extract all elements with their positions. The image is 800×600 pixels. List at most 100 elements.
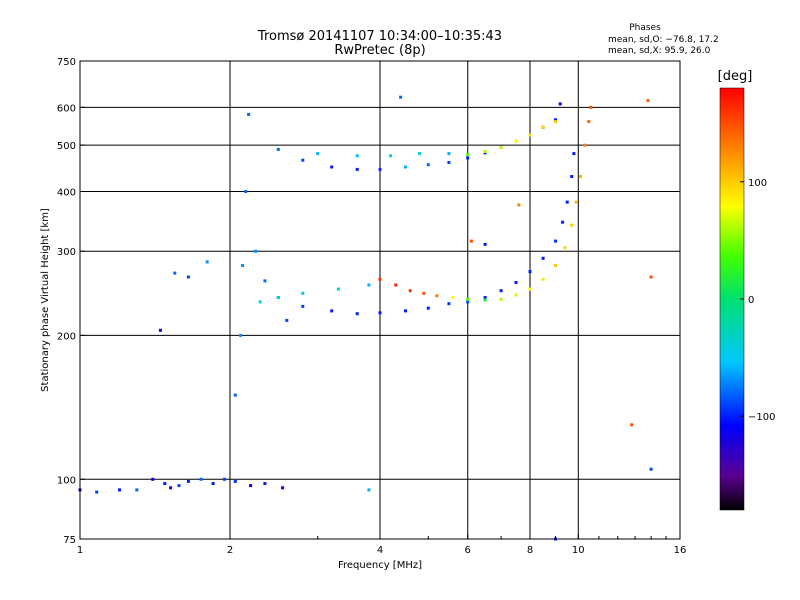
data-point [408,289,412,293]
data-point [404,165,407,169]
x-tick-label: 16 [674,545,687,556]
chart-subtitle: RwPretec (8p) [334,43,425,58]
data-point [649,275,653,279]
data-point [466,300,470,304]
data-point [233,393,237,397]
data-point [572,152,576,156]
data-point [211,482,215,485]
trace-f-region-multihop-x [316,120,557,158]
data-point [528,270,532,274]
data-point [514,293,518,297]
data-point [367,283,371,287]
data-point [483,296,487,299]
data-point [118,488,121,492]
data-point [578,175,582,178]
data-point [223,477,226,481]
data-point [151,477,155,481]
data-point [330,309,334,313]
data-point [583,143,587,147]
data-point [254,249,257,253]
data-point [173,271,177,275]
data-point [378,311,382,315]
data-point [378,277,382,281]
data-point [301,304,305,308]
data-point [177,484,181,488]
trace-f-region-x-lower [258,105,593,304]
trace-e-region [78,477,285,494]
data-point [466,297,470,301]
data-point [451,296,455,299]
data-point [499,297,503,301]
data-point [589,105,593,109]
data-point [447,161,451,164]
y-tick-label: 500 [57,141,76,152]
data-point [163,482,167,485]
data-point [514,281,518,284]
x-axis-label: Frequency [MHz] [338,560,422,571]
data-point [469,239,473,243]
colorbar-ticks: 100 0 −100 [740,178,775,423]
data-point [499,145,503,149]
data-point [281,486,285,490]
y-tick-label: 200 [57,331,76,342]
data-point [528,287,532,291]
data-point [554,120,557,124]
data-point [483,298,487,302]
colorbar-tick-label: −100 [748,412,775,423]
data-point [301,158,305,162]
data-point [394,283,398,287]
data-point [186,275,190,279]
colorbar-tick-label: 0 [748,295,754,306]
data-point [422,291,426,295]
y-tick-label: 100 [57,475,76,486]
data-point [499,289,503,293]
data-point [135,488,139,492]
plot-points [78,95,653,541]
data-point [301,291,305,295]
x-axis-ticks: 1 2 4 6 8 10 16 [77,534,687,556]
data-point [258,300,262,304]
data-point [247,112,251,116]
data-point [561,220,565,224]
x-tick-label: 10 [572,545,585,556]
data-point [570,223,574,227]
data-point [418,152,421,156]
y-axis-ticks: 75 100 200 300 400 500 600 750 [57,57,85,546]
data-point [435,294,439,298]
phase-info-line-o: mean, sd,O: −76.8, 17.2 [608,35,719,45]
x-tick-label: 2 [227,545,233,556]
data-point [205,260,209,264]
data-point [276,296,280,299]
x-tick-label: 8 [527,545,533,556]
data-point [355,167,359,171]
data-point [355,154,359,158]
data-point [239,333,243,337]
data-point [541,256,545,260]
x-tick-label: 6 [465,545,471,556]
data-point [263,482,267,485]
data-point [541,125,545,129]
data-point [466,153,470,156]
y-axis-label: Stationary phase Virtual Height [km] [40,208,51,392]
data-point [554,118,557,122]
data-point [587,120,591,124]
data-point [541,277,545,281]
data-point [199,477,203,481]
data-point [514,139,518,143]
data-point [169,486,173,490]
data-point [244,190,248,193]
data-point [316,152,320,156]
x-tick-label: 4 [377,545,383,556]
data-point [517,203,521,207]
data-point [95,490,99,494]
data-point [630,423,634,427]
y-tick-label: 750 [57,57,76,68]
y-tick-label: 600 [57,103,76,114]
data-point [399,95,403,99]
data-point [574,200,578,204]
data-point [330,165,334,169]
data-point [570,175,574,178]
data-point [466,156,470,160]
